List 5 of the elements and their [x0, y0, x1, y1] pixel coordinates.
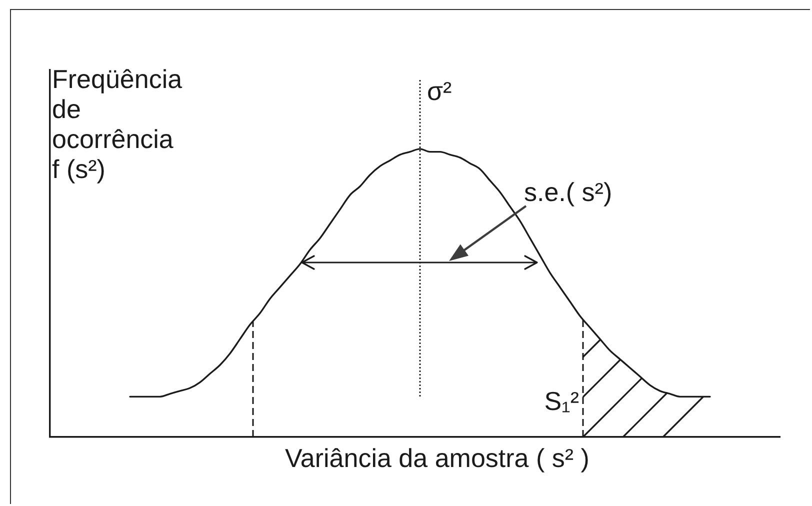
annotation: S₁²: [544, 386, 579, 416]
y-axis-title: Freqüência de ocorrência f (s²): [52, 64, 184, 184]
x-axis-title: Variância da amostra ( s² ): [285, 443, 590, 473]
text: σ²: [427, 76, 452, 106]
annotation: s.e.( s²): [524, 177, 612, 207]
